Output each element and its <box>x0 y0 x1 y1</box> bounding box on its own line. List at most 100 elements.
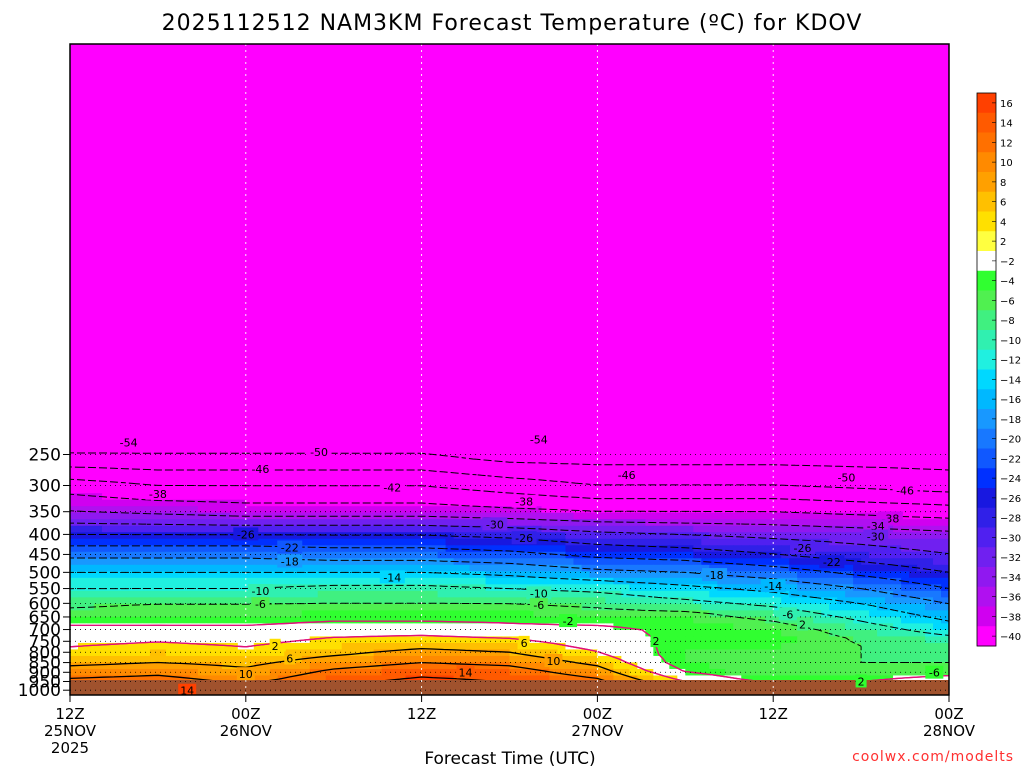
field-cell <box>501 148 511 156</box>
field-cell <box>885 102 894 110</box>
field-cell <box>789 193 798 201</box>
field-cell <box>77 304 87 312</box>
field-cell <box>717 278 726 286</box>
field-cell <box>589 232 598 240</box>
field-cell <box>941 310 949 319</box>
field-cell <box>877 167 886 175</box>
field-cell <box>589 310 598 319</box>
field-cell <box>285 310 295 319</box>
field-cell <box>421 310 431 319</box>
field-cell <box>389 245 399 253</box>
field-cell <box>357 148 367 156</box>
field-cell <box>149 304 159 312</box>
field-cell <box>125 291 135 299</box>
field-cell <box>893 109 902 117</box>
field-cell <box>837 89 846 97</box>
field-cell <box>365 317 375 325</box>
field-cell <box>901 187 910 195</box>
field-cell <box>861 265 870 273</box>
field-cell <box>901 330 910 338</box>
field-cell <box>869 109 878 117</box>
field-cell <box>797 193 806 201</box>
field-cell <box>149 219 159 227</box>
field-cell <box>717 174 726 182</box>
field-cell <box>509 70 519 78</box>
field-cell <box>797 265 806 273</box>
field-cell <box>349 193 359 201</box>
field-cell <box>77 115 87 123</box>
field-cell <box>877 258 886 266</box>
field-cell <box>70 161 79 169</box>
field-cell <box>701 76 710 84</box>
field-cell <box>541 265 551 273</box>
field-cell <box>429 89 439 97</box>
field-cell <box>477 76 487 84</box>
field-cell <box>413 200 423 208</box>
field-cell <box>669 167 678 175</box>
field-cell <box>501 135 511 143</box>
field-cell <box>621 258 630 266</box>
field-cell <box>725 180 734 188</box>
field-cell <box>709 258 718 266</box>
field-cell <box>717 109 726 117</box>
field-cell <box>229 44 239 52</box>
field-cell <box>765 232 774 240</box>
field-cell <box>149 206 159 214</box>
field-cell <box>469 206 479 214</box>
field-cell <box>597 330 606 338</box>
field-cell <box>333 265 343 273</box>
field-cell <box>285 213 295 221</box>
field-cell <box>70 297 79 305</box>
field-cell <box>133 239 143 247</box>
field-cell <box>693 200 702 208</box>
field-cell <box>837 83 846 91</box>
field-cell <box>165 122 175 130</box>
field-cell <box>597 187 606 195</box>
field-cell <box>557 174 567 182</box>
field-cell <box>509 291 519 299</box>
field-cell <box>605 154 614 162</box>
field-cell <box>173 161 183 169</box>
field-cell <box>597 317 606 325</box>
field-cell <box>589 323 598 332</box>
field-cell <box>501 291 511 299</box>
field-cell <box>349 128 359 136</box>
field-cell <box>93 310 103 319</box>
field-cell <box>765 239 774 247</box>
field-cell <box>733 135 742 143</box>
field-cell <box>245 310 255 319</box>
field-cell <box>685 57 694 65</box>
field-cell <box>701 213 710 221</box>
field-cell <box>85 89 95 97</box>
field-cell <box>397 193 407 201</box>
field-cell <box>445 141 455 149</box>
field-cell <box>813 252 822 260</box>
field-cell <box>573 102 583 110</box>
field-cell <box>253 206 263 214</box>
field-cell <box>493 141 503 149</box>
field-cell <box>541 310 551 319</box>
field-cell <box>741 44 750 52</box>
field-cell <box>493 63 503 71</box>
field-cell <box>797 330 806 338</box>
field-cell <box>397 83 407 91</box>
field-cell <box>677 187 686 195</box>
field-cell <box>93 265 103 273</box>
field-cell <box>909 141 918 149</box>
field-cell <box>661 304 670 312</box>
field-cell <box>349 278 359 286</box>
field-cell <box>573 109 583 117</box>
field-cell <box>645 284 654 292</box>
field-cell <box>317 70 327 78</box>
field-cell <box>77 245 87 253</box>
field-cell <box>845 213 854 221</box>
field-cell <box>165 265 175 273</box>
field-cell <box>861 70 870 78</box>
field-cell <box>517 265 527 273</box>
field-cell <box>229 213 239 221</box>
field-cell <box>133 102 143 110</box>
field-cell <box>253 70 263 78</box>
field-cell <box>765 57 774 65</box>
field-cell <box>925 135 934 143</box>
field-cell <box>853 141 862 149</box>
